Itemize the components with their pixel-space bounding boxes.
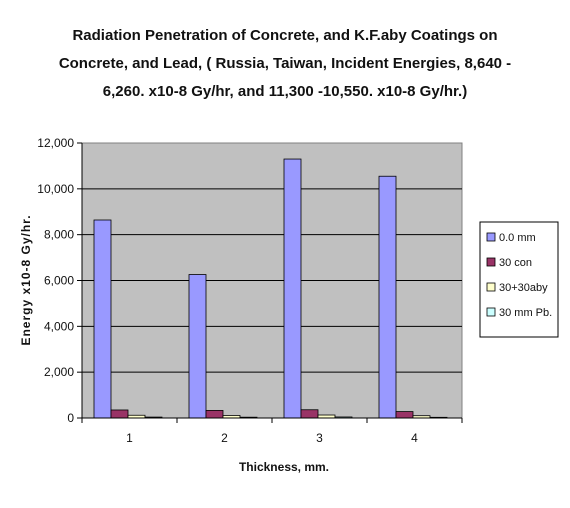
chart-title-line-1: Radiation Penetration of Concrete, and K… bbox=[72, 27, 497, 44]
legend-label: 30 con bbox=[499, 257, 532, 269]
legend-label: 30 mm Pb. bbox=[499, 307, 552, 319]
legend-label: 0.0 mm bbox=[499, 232, 536, 244]
bar bbox=[110, 409, 129, 419]
gridlines bbox=[82, 188, 462, 373]
y-tick-label: 6,000 bbox=[44, 274, 74, 288]
bar bbox=[205, 410, 224, 419]
x-axis-ticks: 1 2 3 4 bbox=[81, 418, 463, 445]
bar bbox=[93, 219, 112, 419]
y-tick-label: 10,000 bbox=[37, 182, 74, 196]
bar bbox=[300, 409, 319, 419]
y-tick-label: 12,000 bbox=[37, 136, 74, 150]
y-tick-label: 0 bbox=[67, 411, 74, 425]
x-tick-label: 2 bbox=[221, 431, 228, 445]
bar bbox=[378, 175, 397, 419]
legend: 0.0 mm 30 con 30+30aby 30 mm Pb. bbox=[486, 232, 552, 319]
legend-swatch bbox=[486, 282, 496, 292]
y-tick-label: 8,000 bbox=[44, 228, 74, 242]
y-tick-label: 4,000 bbox=[44, 319, 74, 333]
legend-label: 30+30aby bbox=[499, 282, 548, 294]
x-tick-label: 4 bbox=[411, 431, 418, 445]
x-tick-label: 3 bbox=[316, 431, 323, 445]
bars bbox=[93, 158, 448, 419]
legend-swatch bbox=[486, 257, 496, 267]
chart-title-line-3: 6,260. x10-8 Gy/hr, and 11,300 -10,550. … bbox=[103, 83, 467, 100]
x-axis-label: Thickness, mm. bbox=[239, 460, 329, 474]
y-axis-label: Energy x10-8 Gy/hr. bbox=[19, 214, 33, 345]
legend-swatch bbox=[486, 307, 496, 317]
bar bbox=[395, 411, 414, 419]
bar bbox=[188, 274, 207, 419]
chart-title-line-2: Concrete, and Lead, ( Russia, Taiwan, In… bbox=[59, 55, 511, 72]
bar bbox=[283, 158, 302, 419]
y-tick-label: 2,000 bbox=[44, 365, 74, 379]
x-tick-label: 1 bbox=[126, 431, 133, 445]
legend-swatch bbox=[486, 232, 496, 242]
